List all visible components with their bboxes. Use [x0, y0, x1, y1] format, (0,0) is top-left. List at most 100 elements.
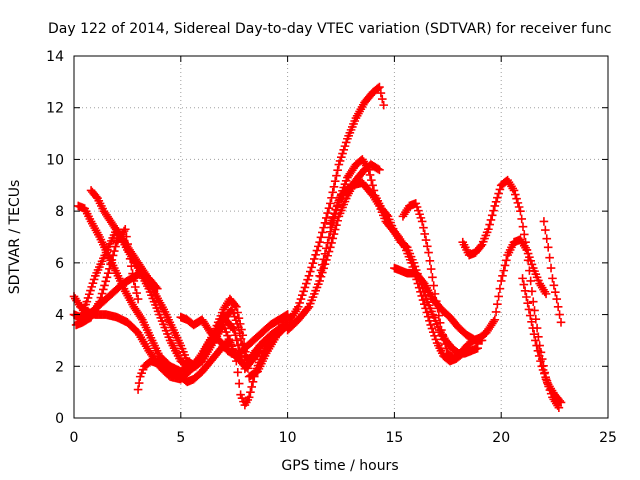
data-point	[539, 217, 549, 226]
data-point	[556, 398, 566, 407]
data-point	[159, 319, 168, 329]
data-point	[500, 261, 510, 270]
data-point	[495, 185, 505, 194]
data-point	[555, 310, 564, 319]
data-point	[486, 215, 496, 225]
data-point	[328, 212, 338, 222]
series-track-9	[272, 82, 389, 340]
data-point	[493, 299, 502, 309]
data-point	[527, 287, 537, 296]
data-point	[327, 223, 336, 232]
data-point	[485, 220, 494, 229]
data-point	[442, 344, 451, 354]
data-point	[548, 274, 557, 283]
data-point	[516, 206, 525, 216]
data-point	[531, 336, 540, 345]
data-point	[297, 290, 307, 300]
data-point	[326, 227, 335, 237]
chart-title: Day 122 of 2014, Sidereal Day-to-day VTE…	[48, 21, 612, 37]
data-point	[105, 264, 114, 274]
data-point	[435, 318, 445, 328]
data-point	[431, 296, 441, 306]
data-point	[233, 368, 243, 377]
data-point	[328, 234, 338, 243]
plot-frame	[73, 55, 609, 419]
data-point	[434, 311, 444, 320]
y-tick-label: 2	[55, 359, 64, 375]
data-point	[341, 138, 351, 147]
data-point	[130, 282, 140, 292]
data-point	[541, 289, 551, 299]
data-point	[437, 325, 446, 335]
data-point	[316, 265, 326, 275]
data-point	[338, 149, 347, 158]
data-point	[433, 304, 442, 313]
data-point	[315, 237, 324, 247]
data-point	[231, 315, 241, 325]
data-point	[335, 156, 345, 166]
data-point	[491, 307, 501, 317]
data-point	[419, 223, 428, 232]
data-point	[520, 286, 530, 296]
data-point	[530, 306, 539, 315]
data-point	[439, 335, 449, 344]
data-point	[225, 336, 235, 345]
data-point	[421, 304, 430, 313]
data-point	[318, 260, 327, 270]
data-point	[83, 293, 93, 303]
data-point	[423, 312, 433, 321]
x-tick-label: 5	[176, 430, 185, 446]
data-point	[109, 246, 119, 256]
data-point	[332, 201, 342, 211]
series-track-6	[69, 268, 162, 322]
data-point	[86, 286, 95, 295]
data-point	[334, 160, 344, 169]
data-point	[137, 368, 146, 378]
data-point	[329, 182, 339, 192]
data-point	[519, 280, 529, 289]
data-point	[546, 263, 556, 273]
data-point	[551, 287, 560, 297]
data-point	[138, 365, 148, 375]
data-point	[164, 332, 174, 342]
data-point	[316, 233, 326, 242]
data-point	[496, 276, 506, 286]
data-point	[411, 199, 421, 208]
data-point	[517, 214, 527, 224]
data-point	[100, 281, 109, 290]
data-point	[490, 315, 500, 325]
data-point	[331, 205, 340, 215]
data-point	[308, 292, 318, 302]
data-point	[120, 224, 130, 234]
data-point	[420, 299, 429, 309]
data-point	[502, 255, 511, 265]
data-point	[311, 286, 320, 295]
data-point	[417, 291, 427, 301]
data-point	[523, 255, 533, 265]
data-point	[133, 294, 143, 304]
data-point	[490, 201, 500, 211]
data-point	[373, 164, 383, 174]
data-point	[327, 216, 336, 225]
data-point	[430, 289, 440, 299]
data-point	[499, 266, 509, 275]
data-point	[494, 189, 503, 198]
data-point	[98, 285, 108, 294]
data-point	[314, 242, 323, 251]
x-tick-label: 15	[385, 430, 403, 446]
data-point	[326, 243, 335, 252]
data-point	[157, 316, 167, 326]
series-track-4	[86, 186, 265, 371]
data-point	[312, 283, 322, 292]
data-point	[373, 83, 383, 93]
data-point	[427, 324, 437, 333]
data-point	[153, 284, 162, 294]
data-point	[537, 361, 547, 371]
data-point	[299, 287, 308, 296]
data-point	[514, 202, 524, 212]
data-point	[522, 292, 531, 302]
data-point	[323, 208, 332, 218]
data-point	[220, 324, 230, 333]
data-point	[122, 232, 131, 241]
data-point	[512, 194, 521, 204]
